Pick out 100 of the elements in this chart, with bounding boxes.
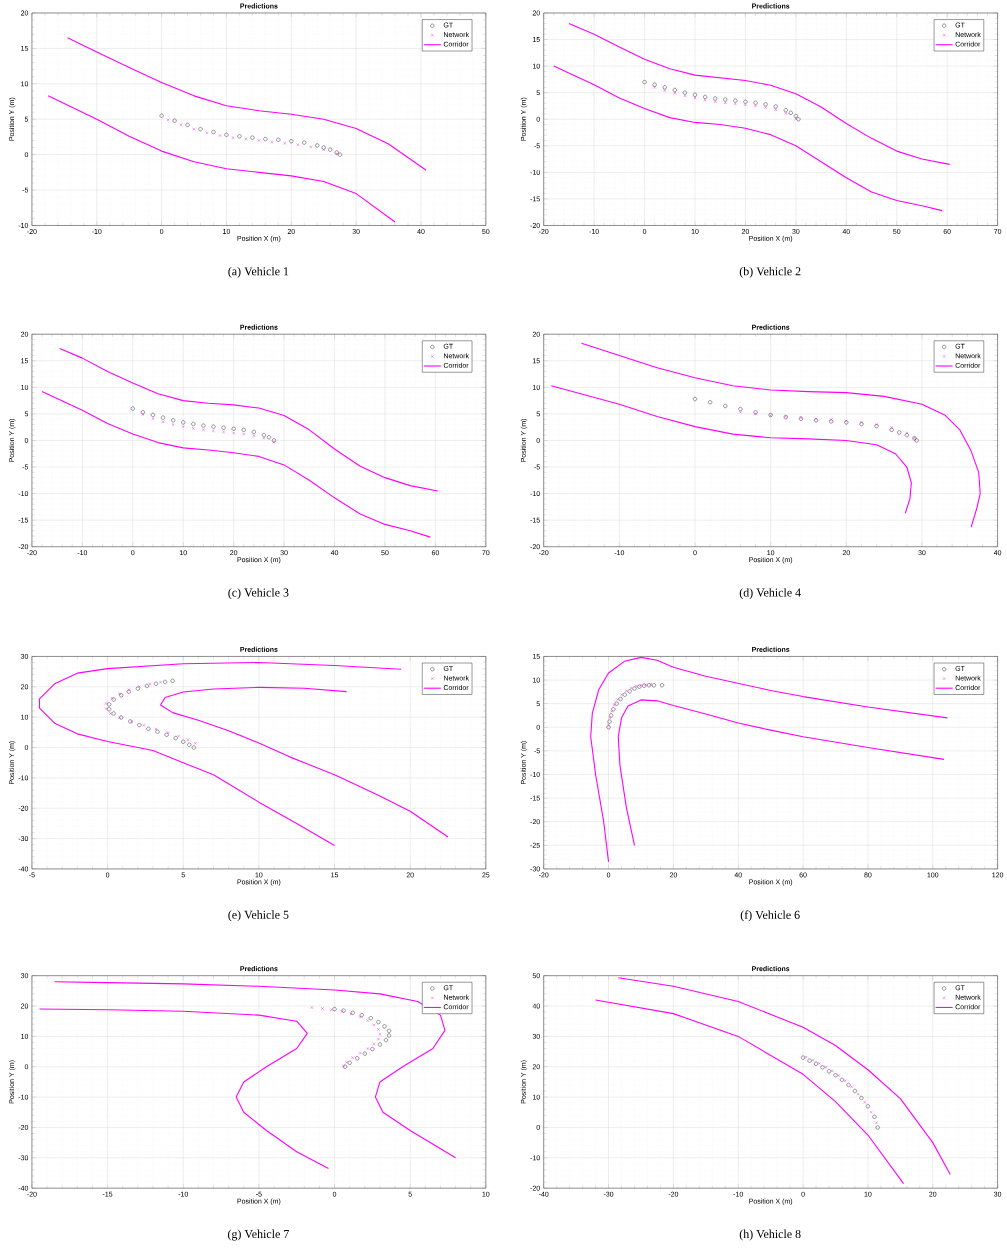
point — [866, 1104, 871, 1109]
point — [372, 1042, 376, 1046]
point — [191, 422, 196, 426]
point — [833, 1073, 838, 1078]
point — [222, 430, 226, 434]
point — [321, 1007, 325, 1010]
point — [218, 134, 222, 137]
point — [104, 702, 108, 705]
point — [171, 418, 176, 423]
point — [241, 427, 246, 432]
line-series — [617, 977, 951, 1176]
point — [163, 679, 168, 684]
point — [723, 101, 727, 105]
point — [850, 1085, 854, 1089]
point — [154, 681, 159, 686]
text: (h) Vehicle 8 — [739, 1229, 801, 1241]
point — [713, 96, 718, 101]
point — [211, 129, 216, 134]
point — [244, 137, 248, 141]
point — [251, 429, 256, 434]
point — [807, 1058, 812, 1063]
point — [276, 137, 281, 142]
point — [378, 1042, 383, 1047]
text: (b) Vehicle 2 — [739, 266, 801, 278]
text: (c) Vehicle 3 — [228, 588, 289, 599]
point — [192, 127, 196, 131]
point — [237, 134, 242, 139]
point — [186, 738, 190, 742]
point — [328, 147, 333, 152]
point — [362, 1051, 367, 1056]
point — [142, 723, 146, 727]
point — [370, 1047, 375, 1052]
point — [859, 1096, 864, 1101]
line-series — [67, 37, 427, 171]
point — [181, 420, 186, 425]
point — [366, 1047, 370, 1050]
line-series — [550, 385, 913, 514]
point — [663, 89, 667, 93]
point — [107, 707, 112, 712]
point — [627, 689, 632, 694]
point — [250, 135, 255, 140]
point — [837, 1074, 841, 1078]
point — [869, 1110, 873, 1114]
point — [743, 99, 748, 104]
point — [693, 92, 698, 97]
point — [201, 423, 206, 428]
point — [257, 139, 261, 142]
point — [211, 424, 216, 429]
point — [171, 423, 175, 426]
point — [224, 132, 229, 137]
point — [662, 85, 667, 90]
text: (a) Vehicle 1 — [228, 266, 289, 278]
point — [221, 425, 226, 430]
point — [846, 1082, 851, 1087]
point — [231, 136, 235, 140]
line-series — [39, 661, 402, 847]
point — [252, 434, 256, 438]
point — [296, 143, 300, 147]
point — [104, 707, 108, 711]
text: (g) Vehicle 7 — [228, 1229, 290, 1241]
line-series — [39, 1008, 330, 1169]
point — [161, 420, 165, 424]
point — [137, 723, 142, 728]
line-series — [47, 95, 396, 223]
point — [170, 678, 175, 683]
point — [310, 1006, 314, 1010]
point — [377, 1027, 381, 1031]
point — [270, 140, 274, 144]
point — [151, 412, 156, 417]
point — [378, 1032, 382, 1036]
line-series — [617, 699, 945, 846]
point — [185, 122, 190, 127]
point — [863, 1100, 867, 1104]
point — [708, 400, 713, 405]
point — [642, 80, 647, 85]
point — [683, 90, 688, 95]
point — [315, 143, 320, 148]
point — [205, 131, 209, 135]
point — [172, 118, 177, 123]
point — [212, 429, 216, 433]
point — [232, 431, 236, 435]
point — [733, 98, 738, 103]
point — [723, 403, 728, 408]
point — [372, 1023, 376, 1027]
point — [703, 94, 708, 99]
point — [629, 686, 633, 690]
point — [309, 145, 313, 149]
point — [191, 426, 195, 430]
point — [625, 689, 628, 693]
point — [875, 1121, 878, 1125]
point — [161, 415, 166, 420]
point — [151, 417, 155, 421]
point — [242, 432, 246, 436]
point — [358, 1051, 362, 1055]
point — [355, 1056, 360, 1061]
point — [693, 96, 697, 100]
point — [173, 736, 178, 741]
point — [376, 1020, 381, 1025]
line-series — [581, 342, 981, 528]
point — [198, 127, 203, 132]
